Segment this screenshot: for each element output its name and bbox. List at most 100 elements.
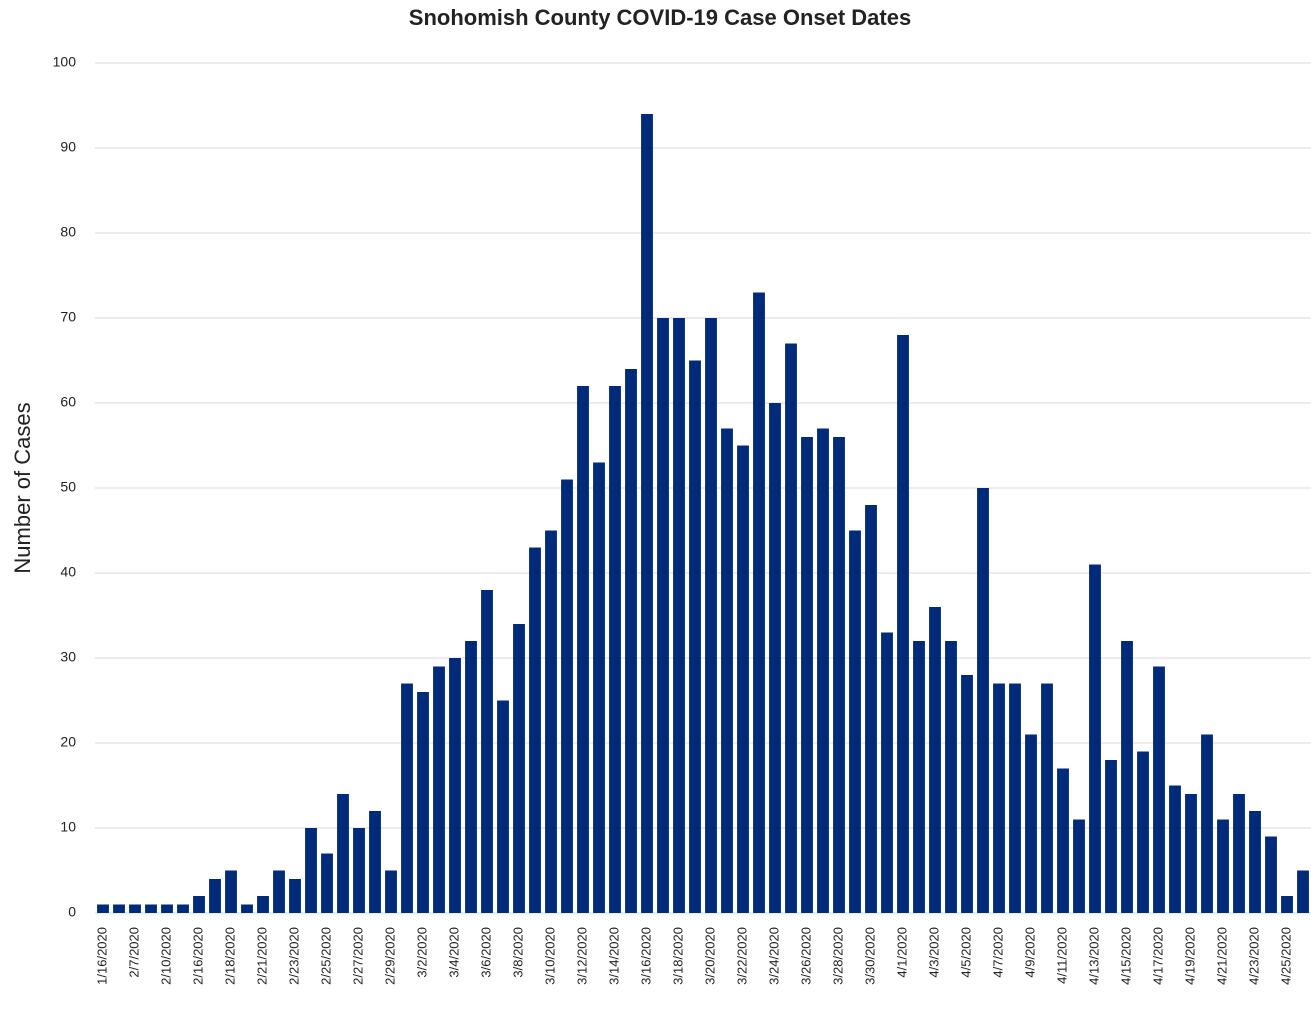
bar: [1009, 683, 1021, 913]
bar: [321, 853, 333, 913]
x-tick-label: 2/27/2020: [350, 927, 365, 985]
bar: [337, 794, 349, 913]
bar: [657, 318, 669, 913]
x-tick-label: 3/8/2020: [510, 927, 525, 978]
bar: [609, 386, 621, 913]
bar: [241, 904, 253, 913]
x-tick-label: 4/19/2020: [1182, 927, 1197, 985]
bar: [401, 683, 413, 913]
bar: [465, 641, 477, 913]
x-tick-label: 3/4/2020: [446, 927, 461, 978]
bar: [369, 811, 381, 913]
y-tick-label: 30: [60, 649, 76, 665]
bar: [257, 896, 269, 913]
x-tick-label: 2/10/2020: [158, 927, 173, 985]
bar: [1041, 683, 1053, 913]
y-tick-label: 60: [60, 394, 76, 410]
bar: [305, 828, 317, 913]
bar: [849, 530, 861, 913]
x-tick-label: 4/9/2020: [1022, 927, 1037, 978]
bar: [1153, 666, 1165, 913]
x-tick-label: 4/1/2020: [894, 927, 909, 978]
bar: [385, 870, 397, 913]
x-tick-label: 2/16/2020: [190, 927, 205, 985]
x-tick-label: 3/14/2020: [606, 927, 621, 985]
x-tick-label: 2/18/2020: [222, 927, 237, 985]
bar: [1057, 768, 1069, 913]
bar: [529, 547, 541, 913]
x-tick-label: 3/10/2020: [542, 927, 557, 985]
bar: [1185, 794, 1197, 913]
x-tick-label: 3/26/2020: [798, 927, 813, 985]
bar: [977, 488, 989, 913]
chart-title: Snohomish County COVID-19 Case Onset Dat…: [409, 5, 911, 30]
y-axis-label: Number of Cases: [10, 402, 35, 573]
x-tick-label: 2/21/2020: [254, 927, 269, 985]
bar: [689, 360, 701, 913]
x-tick-label: 3/28/2020: [830, 927, 845, 985]
bar: [577, 386, 589, 913]
bar: [961, 675, 973, 913]
bar: [273, 870, 285, 913]
bar: [97, 904, 109, 913]
x-tick-label: 3/2/2020: [414, 927, 429, 978]
x-tick-label: 1/16/2020: [94, 927, 109, 985]
bar: [945, 641, 957, 913]
x-tick-label: 4/7/2020: [990, 927, 1005, 978]
bar: [1121, 641, 1133, 913]
x-tick-label: 2/25/2020: [318, 927, 333, 985]
bar: [1217, 819, 1229, 913]
y-tick-label: 90: [60, 139, 76, 155]
bar: [145, 904, 157, 913]
y-tick-label: 100: [53, 54, 77, 70]
bar: [897, 335, 909, 913]
bar: [865, 505, 877, 913]
bar: [913, 641, 925, 913]
bar: [113, 904, 125, 913]
y-tick-label: 70: [60, 309, 76, 325]
y-tick-label: 0: [68, 904, 76, 920]
bar: [929, 607, 941, 913]
bar: [625, 369, 637, 913]
bar: [193, 896, 205, 913]
bar: [1089, 564, 1101, 913]
x-tick-label: 3/24/2020: [766, 927, 781, 985]
bar: [497, 700, 509, 913]
y-tick-label: 50: [60, 479, 76, 495]
bar: [801, 437, 813, 913]
bar: [1137, 751, 1149, 913]
x-tick-label: 3/12/2020: [574, 927, 589, 985]
bar: [1105, 760, 1117, 913]
bar: [593, 462, 605, 913]
x-tick-label: 3/18/2020: [670, 927, 685, 985]
x-tick-label: 4/23/2020: [1246, 927, 1261, 985]
bar: [209, 879, 221, 913]
bar: [705, 318, 717, 913]
bar: [833, 437, 845, 913]
x-tick-label: 4/17/2020: [1150, 927, 1165, 985]
bar: [881, 632, 893, 913]
bar: [289, 879, 301, 913]
bar: [1201, 734, 1213, 913]
x-tick-label: 3/22/2020: [734, 927, 749, 985]
bar: [1297, 870, 1309, 913]
bar: [1073, 819, 1085, 913]
bar: [449, 658, 461, 913]
bar: [993, 683, 1005, 913]
bar: [513, 624, 525, 913]
x-tick-label: 3/20/2020: [702, 927, 717, 985]
bar: [417, 692, 429, 913]
x-tick-label: 3/6/2020: [478, 927, 493, 978]
bar: [177, 904, 189, 913]
bar: [769, 403, 781, 913]
x-tick-label: 4/21/2020: [1214, 927, 1229, 985]
x-tick-label: 2/7/2020: [126, 927, 141, 978]
x-tick-label: 4/13/2020: [1086, 927, 1101, 985]
bar: [433, 666, 445, 913]
x-tick-label: 4/11/2020: [1054, 927, 1069, 984]
bar: [161, 904, 173, 913]
x-tick-label: 3/16/2020: [638, 927, 653, 985]
bar: [353, 828, 365, 913]
bar: [1281, 896, 1293, 913]
